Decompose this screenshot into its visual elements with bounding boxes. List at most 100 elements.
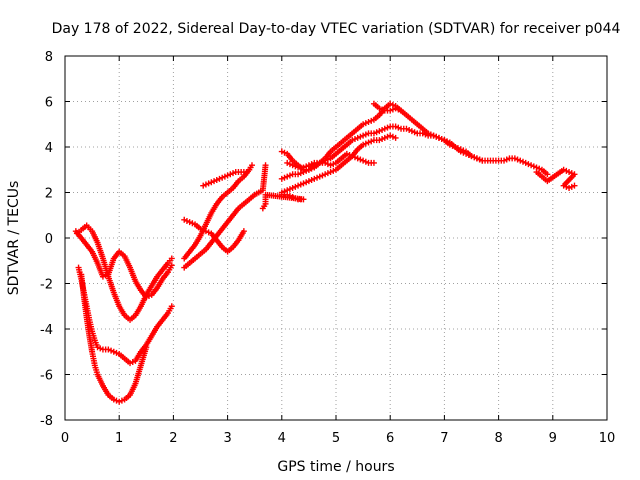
data-point [517,157,524,164]
data-point [208,179,215,186]
data-point [300,180,307,187]
data-point [286,186,293,193]
data-point [563,183,570,190]
data-point [213,176,220,183]
x-tick-label: 1 [115,431,123,446]
data-point [278,175,285,182]
data-point [357,156,364,163]
data-point [322,159,329,166]
data-point [536,165,543,172]
data-point [560,166,567,173]
x-tick-label: 6 [386,431,394,446]
data-point [327,169,334,176]
data-point [305,178,312,185]
data-point [292,163,299,170]
data-point [452,144,459,150]
data-point [444,138,451,145]
data-point [186,219,193,226]
data-point [395,124,402,131]
data-point [528,162,535,169]
data-point [349,153,356,160]
data-point [365,118,372,125]
data-point [376,128,383,135]
data-point [308,161,315,168]
data-point [419,130,426,137]
data-point [525,161,532,168]
x-tick-label: 10 [599,431,616,446]
data-point [300,164,307,171]
y-tick-label: -6 [40,369,53,384]
y-tick-label: 8 [45,50,53,65]
data-point [370,130,377,137]
series-arc-12 [284,150,377,171]
data-point [219,174,226,181]
data-point [362,140,369,147]
data-point [384,133,391,140]
data-point [560,182,567,189]
data-point [514,156,521,163]
data-point [422,131,429,138]
data-point [360,157,367,164]
data-point [349,137,356,144]
data-point [368,138,375,145]
data-point [454,145,461,152]
data-point [168,262,175,269]
data-point [168,303,175,310]
y-tick-label: 6 [45,96,53,111]
data-point [362,120,369,127]
data-point [330,161,337,168]
x-tick-label: 0 [61,431,69,446]
data-point [392,123,399,130]
data-point [360,132,367,139]
data-point [544,171,551,178]
series-arc-15 [533,166,578,191]
data-point [168,255,175,262]
data-point [295,182,302,189]
data-point [110,348,117,355]
data-point [468,153,475,160]
data-point [146,293,153,300]
series-arc-6 [181,162,269,271]
data-point [281,174,288,181]
data-point [433,133,440,140]
grid [65,56,607,420]
data-point [376,137,383,144]
data-point [379,106,386,113]
data-point [381,134,388,141]
x-tick-label: 9 [549,431,557,446]
series-arc-3 [78,271,150,405]
data-point [503,156,510,163]
data-point [224,172,231,179]
data-point [387,107,394,114]
data-point [370,159,377,166]
x-tick-label: 5 [332,431,340,446]
data-point [303,179,310,186]
series-arc-13 [370,100,405,114]
data-point [308,176,315,183]
data-point [395,106,402,113]
data-point [292,183,299,190]
data-point [362,131,369,138]
data-point [324,161,331,168]
data-point [435,134,442,141]
data-point [143,344,150,351]
data-point [259,205,266,212]
chart-title: Day 178 of 2022, Sidereal Day-to-day VTE… [52,21,621,37]
data-point [346,151,353,158]
axis-ticks: 0 1 2 3 4 5 6 7 8 9 10 -8 -6 -4 -2 0 2 4 6 8 [40,50,615,446]
data-point [563,167,570,174]
data-point [327,162,334,169]
data-point [240,228,247,235]
data-point [403,125,410,132]
data-point [571,182,578,189]
data-point [501,157,508,164]
data-point [286,172,293,179]
data-point [102,272,109,279]
data-point [330,167,337,174]
data-point [398,107,405,114]
data-point [316,173,323,180]
series-arc-14 [259,191,307,212]
data-point [365,139,372,146]
data-point [476,156,483,163]
